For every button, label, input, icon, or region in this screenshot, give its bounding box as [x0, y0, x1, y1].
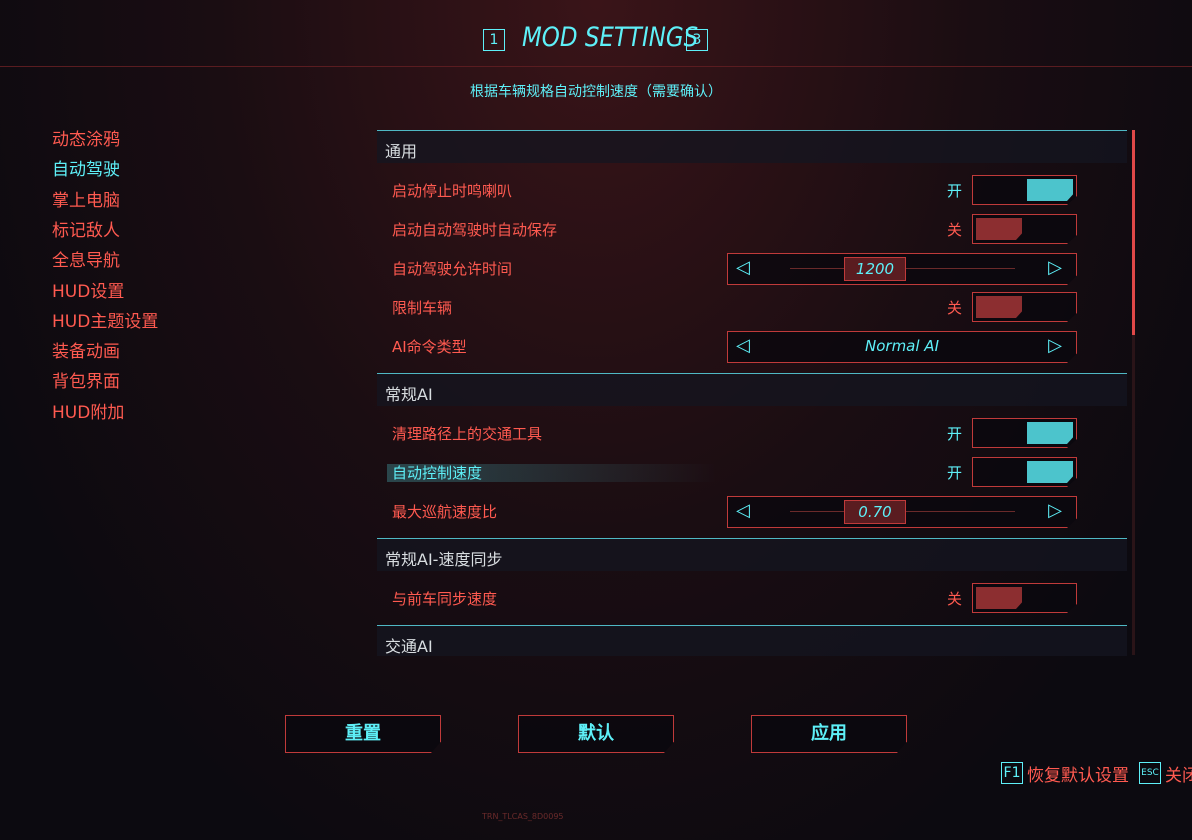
toggle[interactable]: [972, 175, 1077, 205]
section-header-bg: [377, 374, 1127, 406]
toggle-state: 开: [947, 425, 963, 443]
section-line: [377, 625, 1127, 626]
toggle[interactable]: [972, 457, 1077, 487]
section-title: 交通AI: [385, 637, 433, 656]
sidebar-item[interactable]: HUD主题设置: [52, 311, 159, 332]
sidebar-item[interactable]: 全息导航: [52, 251, 120, 272]
toggle-state: 关: [947, 590, 963, 608]
arrow-left[interactable]: ◁: [736, 257, 750, 278]
setting-label[interactable]: 自动驾驶允许时间: [392, 260, 513, 278]
toggle-knob: [1027, 422, 1073, 444]
arrow-right[interactable]: ▷: [1048, 500, 1062, 521]
section-header-bg: [377, 626, 1127, 656]
section-title: 常规AI: [385, 385, 433, 404]
toggle-knob: [976, 296, 1022, 318]
hint-key[interactable]: F1: [1001, 762, 1023, 784]
setting-label[interactable]: 清理路径上的交通工具: [392, 425, 543, 443]
toggle-knob: [1027, 461, 1073, 483]
arrow-left[interactable]: ◁: [736, 500, 750, 521]
setting-label[interactable]: 启动停止时鸣喇叭: [392, 182, 513, 200]
setting-label[interactable]: AI命令类型: [392, 338, 467, 356]
scrollbar[interactable]: [1132, 130, 1135, 335]
arrow-right[interactable]: ▷: [1048, 257, 1062, 278]
setting-label[interactable]: 与前车同步速度: [392, 590, 498, 608]
button[interactable]: 默认: [518, 715, 674, 753]
slider[interactable]: ◁ ▷ 1200: [727, 253, 1077, 285]
toggle-state: 关: [947, 221, 963, 239]
sidebar-item[interactable]: HUD附加: [52, 402, 125, 423]
toggle[interactable]: [972, 292, 1077, 322]
slider-value[interactable]: 1200: [844, 257, 906, 281]
prev-key[interactable]: 1: [483, 29, 505, 51]
hint-label: 恢复默认设置: [1027, 766, 1129, 786]
divider: [0, 66, 1192, 67]
sidebar-item[interactable]: 背包界面: [52, 372, 120, 393]
title: MOD SETTINGS: [522, 22, 699, 53]
sidebar-item[interactable]: 标记敌人: [52, 220, 120, 241]
toggle-knob: [1027, 179, 1073, 201]
sidebar-item[interactable]: HUD设置: [52, 281, 125, 302]
toggle-knob: [976, 218, 1022, 240]
toggle-state: 开: [947, 464, 963, 482]
selector[interactable]: ◁ ▷ Normal AI: [727, 331, 1077, 363]
sidebar-item[interactable]: 自动驾驶: [52, 160, 120, 181]
sidebar-item[interactable]: 装备动画: [52, 342, 120, 363]
toggle-state: 开: [947, 182, 963, 200]
button[interactable]: 重置: [285, 715, 441, 753]
selector-value: Normal AI: [865, 337, 939, 355]
toggle-knob: [976, 587, 1022, 609]
setting-label[interactable]: 最大巡航速度比: [392, 503, 498, 521]
section-title: 常规AI-速度同步: [385, 550, 503, 569]
slider[interactable]: ◁ ▷ 0.70: [727, 496, 1077, 528]
section-header-bg: [377, 131, 1127, 163]
row-hover: [387, 464, 717, 482]
toggle[interactable]: [972, 418, 1077, 448]
section-line: [377, 538, 1127, 539]
section-line: [377, 130, 1127, 131]
arrow-right[interactable]: ▷: [1048, 335, 1062, 356]
setting-label[interactable]: 启动自动驾驶时自动保存: [392, 221, 558, 239]
arrow-left[interactable]: ◁: [736, 335, 750, 356]
description: 根据车辆规格自动控制速度（需要确认）: [470, 84, 722, 100]
section-line: [377, 373, 1127, 374]
scroll-track: [1132, 335, 1135, 655]
footer-code: TRN_TLCAS_8D0095: [482, 812, 564, 821]
section-title: 通用: [385, 142, 418, 161]
section-header-bg: [377, 539, 1127, 571]
next-key[interactable]: 3: [686, 29, 708, 51]
slider-value[interactable]: 0.70: [844, 500, 906, 524]
setting-label[interactable]: 限制车辆: [392, 299, 453, 317]
sidebar-item[interactable]: 动态涂鸦: [52, 130, 120, 150]
button[interactable]: 应用: [751, 715, 907, 753]
toggle-state: 关: [947, 299, 963, 317]
setting-label[interactable]: 自动控制速度: [392, 464, 483, 482]
toggle[interactable]: [972, 583, 1077, 613]
hint-label: 关闭: [1165, 766, 1192, 786]
settings-panel: 通用 启动停止时鸣喇叭开启动自动驾驶时自动保存关自动驾驶允许时间 ◁ ▷ 1200 限制车…: [377, 128, 1137, 656]
sidebar-item[interactable]: 掌上电脑: [52, 190, 120, 211]
hint-key[interactable]: ESC: [1139, 762, 1161, 784]
toggle[interactable]: [972, 214, 1077, 244]
